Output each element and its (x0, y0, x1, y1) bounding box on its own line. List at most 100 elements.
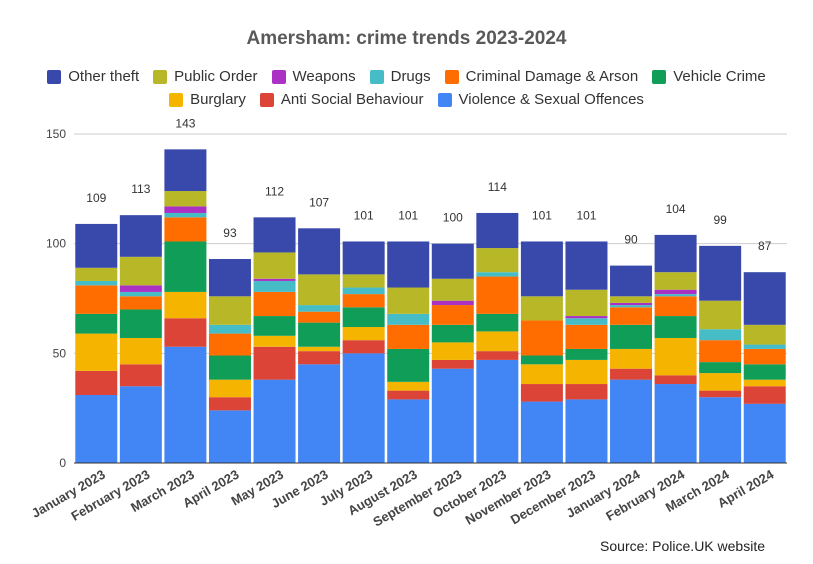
legend-swatch (153, 69, 168, 84)
bar-segment (119, 364, 162, 387)
bar-segment (565, 399, 608, 463)
bar-segment (476, 313, 519, 332)
bar-segment (743, 379, 786, 387)
bar-segment (654, 316, 697, 338)
bar-segment (431, 342, 474, 360)
bar-segment (476, 248, 519, 273)
bar-segment (610, 368, 653, 380)
legend-item: Other theft (47, 68, 139, 85)
bar-segment (476, 272, 519, 277)
bar-segment (119, 309, 162, 338)
legend-swatch (47, 69, 62, 84)
bar-segment (387, 399, 430, 463)
bar-segment (699, 340, 742, 363)
bar-segment (699, 300, 742, 330)
bar-segment (253, 346, 296, 380)
bar-segment (431, 368, 474, 463)
bar-segment (610, 379, 653, 463)
bar-segment (342, 241, 385, 275)
bar-segment (654, 289, 697, 295)
bar-segment (699, 329, 742, 341)
bar-segment (654, 384, 697, 463)
legend-label: Drugs (390, 68, 431, 85)
bar-segment (743, 364, 786, 380)
bar-segment (298, 274, 341, 306)
bar-segment (387, 287, 430, 314)
bar-segment (387, 348, 430, 382)
legend-swatch (259, 92, 274, 107)
bar-segment (565, 289, 608, 317)
bar-segment (743, 403, 786, 463)
bar-segment (565, 324, 608, 349)
bar-segment (431, 300, 474, 306)
bar-segment (298, 346, 341, 352)
bar-segment (75, 285, 118, 314)
bar-segment (431, 359, 474, 369)
bar-segment (253, 379, 296, 463)
data-label: 107 (309, 195, 329, 209)
legend-label: Criminal Damage & Arson (465, 68, 639, 85)
legend-label: Anti Social Behaviour (280, 91, 424, 108)
bar-segment (298, 322, 341, 347)
bar-segment (387, 324, 430, 349)
legend-item: Weapons (271, 68, 356, 85)
bar-segment (654, 375, 697, 385)
bar-segment (342, 294, 385, 308)
legend-item: Public Order (153, 68, 258, 85)
bar-segment (610, 307, 653, 325)
bar-segment (654, 337, 697, 376)
bar-segment (342, 353, 385, 463)
bar-segment (75, 313, 118, 334)
bar-segment (565, 316, 608, 319)
bar-segment (253, 291, 296, 317)
bar-segment (476, 351, 519, 360)
bar-segment (565, 384, 608, 400)
bar-segment (387, 241, 430, 288)
bar-segment (743, 324, 786, 345)
bar-segment (654, 234, 697, 273)
bar-segment (75, 223, 118, 268)
bar-segment (298, 351, 341, 365)
bar-segment (610, 265, 653, 297)
bar-segment (208, 259, 251, 297)
bar-segment (342, 340, 385, 354)
bar-segment (520, 401, 563, 463)
data-label: 99 (713, 213, 727, 227)
bar-segment (565, 359, 608, 385)
legend-item: Anti Social Behaviour (259, 91, 424, 108)
legend-swatch (169, 92, 184, 107)
bar-segment (476, 359, 519, 463)
bar-segment (164, 318, 207, 347)
bar-segment (610, 305, 653, 308)
bar-segment (610, 296, 653, 303)
bar-segment (520, 320, 563, 356)
bar-segment (164, 206, 207, 213)
bar-segment (610, 348, 653, 369)
bar-segment (476, 212, 519, 249)
data-label: 101 (398, 208, 418, 222)
bar-segment (520, 241, 563, 297)
bar-segment (342, 287, 385, 295)
data-label: 143 (175, 116, 195, 130)
y-tick-label: 100 (46, 237, 66, 251)
bar-segment (164, 212, 207, 218)
bar-segment (298, 364, 341, 463)
bar-segment (654, 272, 697, 290)
bar-segment (208, 296, 251, 325)
bar-segment (699, 245, 742, 301)
legend-swatch (437, 92, 452, 107)
bar-segment (208, 379, 251, 398)
bar-segment (75, 333, 118, 371)
bar-segment (387, 390, 430, 400)
bar-segment (119, 296, 162, 310)
legend-item: Criminal Damage & Arson (444, 68, 639, 85)
bar-segment (476, 331, 519, 352)
data-label: 109 (86, 191, 106, 205)
bar-segment (699, 362, 742, 374)
bar-segment (208, 333, 251, 356)
bar-segment (208, 397, 251, 411)
bar-segment (75, 370, 118, 396)
bar-segment (75, 280, 118, 286)
data-label: 101 (576, 208, 596, 222)
